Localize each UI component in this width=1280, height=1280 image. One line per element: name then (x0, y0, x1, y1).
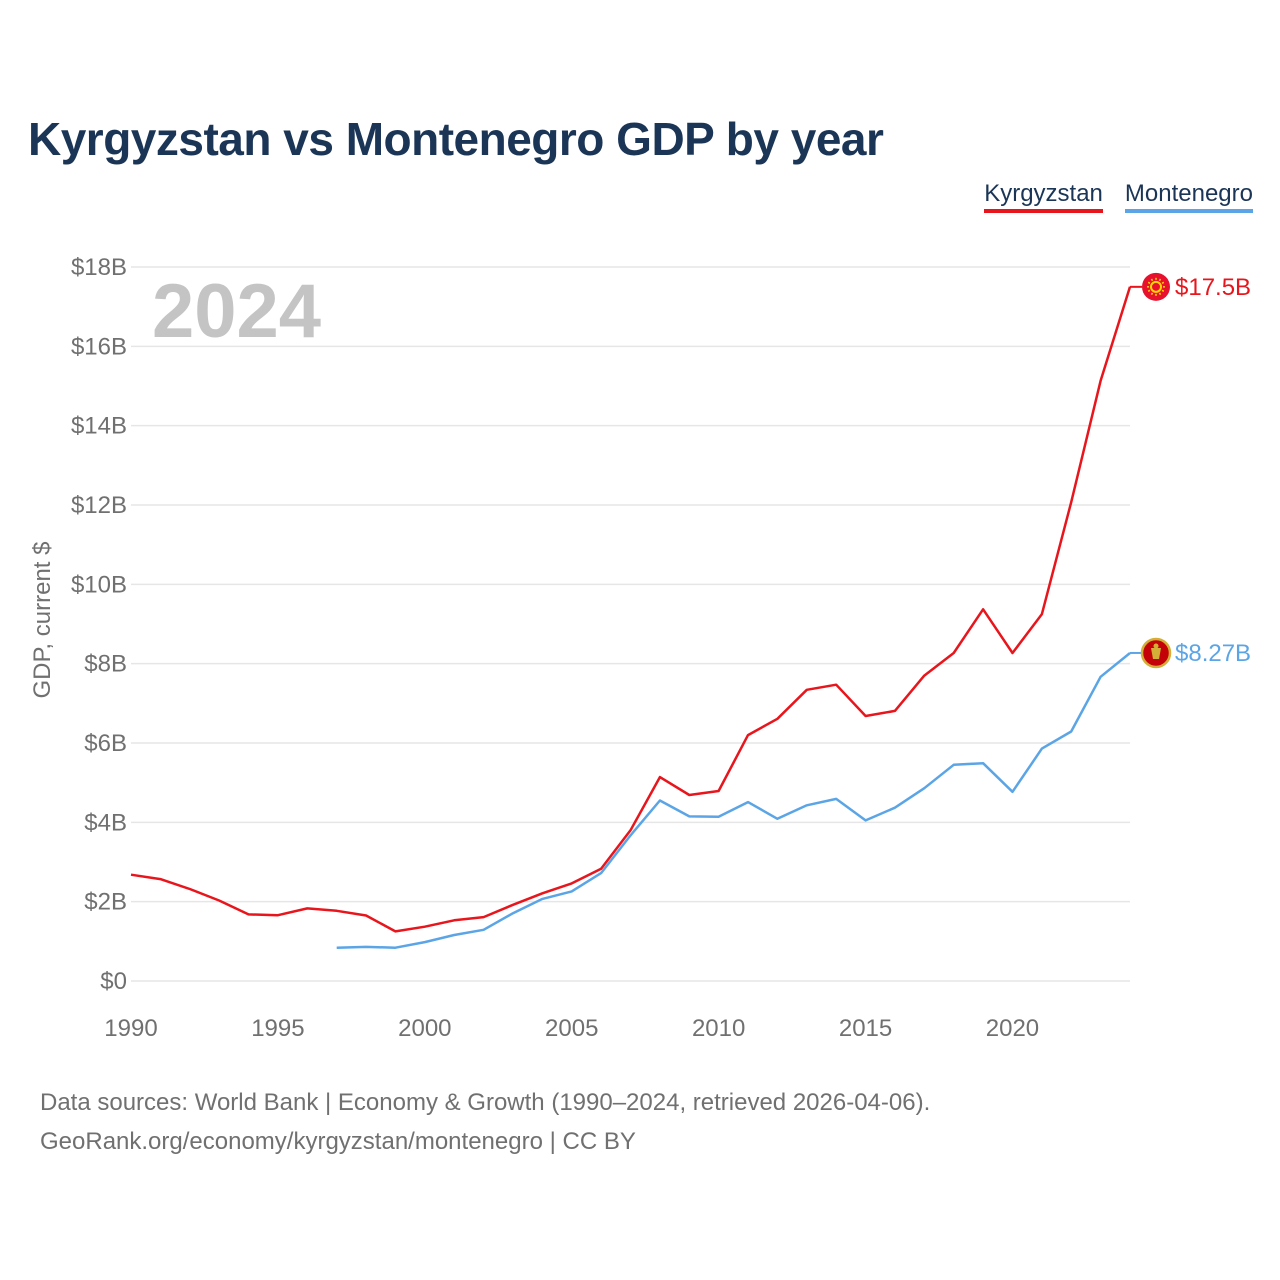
legend-item-kyrgyzstan[interactable]: Kyrgyzstan (984, 180, 1103, 213)
series-line-kyrgyzstan (130, 286, 1132, 933)
y-tick-label: $10B (71, 571, 127, 598)
y-tick-label: $12B (71, 492, 127, 519)
x-tick-label: 1995 (251, 1015, 304, 1042)
kyrgyzstan-flag-icon (1142, 272, 1170, 301)
y-axis-label: GDP, current $ (29, 542, 56, 699)
y-tick-label: $6B (84, 730, 127, 757)
end-value-label-montenegro: $8.27B (1175, 640, 1251, 667)
grid-lines (131, 266, 1130, 982)
y-tick-label: $2B (84, 889, 127, 916)
series-lines (130, 286, 1132, 949)
x-tick-label: 2005 (545, 1015, 598, 1042)
y-tick-label: $4B (84, 809, 127, 836)
y-tick-label: $8B (84, 651, 127, 678)
series-line-montenegro (336, 652, 1131, 949)
x-tick-label: 2000 (398, 1015, 451, 1042)
x-tick-label: 1990 (104, 1015, 157, 1042)
y-tick-label: $14B (71, 413, 127, 440)
x-tick-label: 2015 (839, 1015, 892, 1042)
footer: Data sources: World Bank | Economy & Gro… (40, 1083, 930, 1161)
legend: Kyrgyzstan Montenegro (984, 180, 1253, 213)
chart-title: Kyrgyzstan vs Montenegro GDP by year (28, 113, 884, 165)
montenegro-flag-icon (1140, 637, 1172, 669)
gdp-line-chart: $0$2B$4B$6B$8B$10B$12B$14B$16B$18B 1990 1… (29, 254, 1251, 1042)
y-axis-ticks: $0 $2B $4B $6B $8B $10B $12B $14B $16B $18B (71, 254, 127, 995)
y-tick-label: $18B (71, 254, 127, 281)
y-tick-label: $16B (71, 333, 127, 360)
attribution-text: GeoRank.org/economy/kyrgyzstan/montenegr… (40, 1128, 636, 1155)
end-markers: $17.5B $8.27B (1130, 272, 1251, 669)
end-value-label-kyrgyzstan: $17.5B (1175, 274, 1251, 301)
year-label: 2024 (152, 269, 321, 354)
legend-item-montenegro[interactable]: Montenegro (1124, 180, 1253, 213)
x-axis-ticks: 1990 1995 2000 2005 2010 2015 2020 (104, 1015, 1039, 1042)
y-tick-label: $0 (100, 968, 127, 995)
data-sources-text: Data sources: World Bank | Economy & Gro… (40, 1089, 931, 1116)
x-tick-label: 2020 (986, 1015, 1039, 1042)
x-tick-label: 2010 (692, 1015, 745, 1042)
